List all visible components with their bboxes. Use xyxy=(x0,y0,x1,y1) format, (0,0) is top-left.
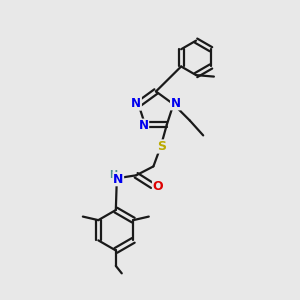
Text: S: S xyxy=(157,140,166,153)
Text: H: H xyxy=(109,170,117,180)
Text: O: O xyxy=(152,180,163,193)
Text: N: N xyxy=(139,119,148,132)
Text: N: N xyxy=(171,97,181,110)
Text: N: N xyxy=(131,97,141,110)
Text: N: N xyxy=(113,173,124,186)
